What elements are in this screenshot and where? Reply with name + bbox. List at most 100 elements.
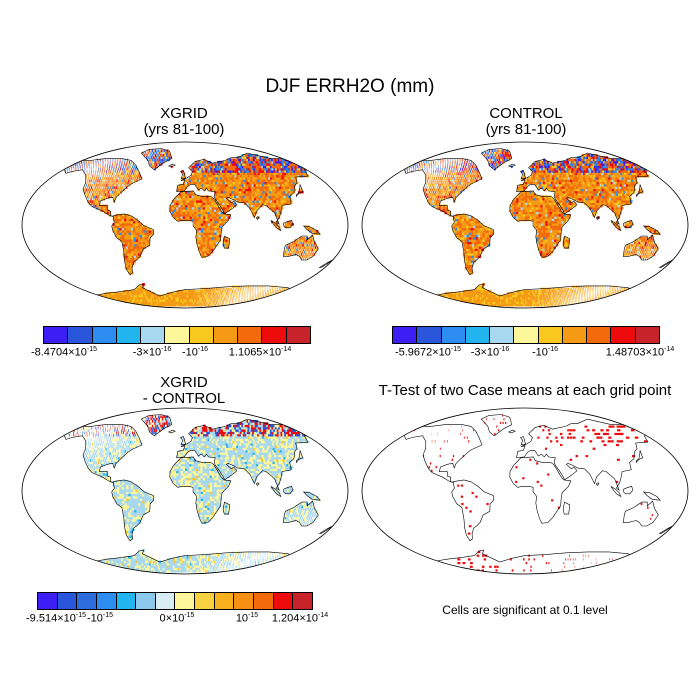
grid-cell <box>77 299 82 302</box>
grid-cell <box>291 190 296 194</box>
grid-cell <box>204 165 207 169</box>
grid-cell <box>241 190 245 194</box>
grid-cell <box>181 292 184 295</box>
grid-cell <box>134 177 137 180</box>
grid-cell <box>120 188 123 192</box>
grid-cell <box>278 195 283 199</box>
grid-cell <box>180 211 184 215</box>
grid-cell <box>206 202 210 206</box>
grid-cell <box>145 296 149 300</box>
grid-cell <box>308 246 310 249</box>
grid-cell <box>131 243 135 247</box>
grid-cell <box>103 204 106 208</box>
grid-cell <box>185 207 188 210</box>
grid-cell <box>467 255 471 259</box>
grid-cell <box>425 303 431 307</box>
grid-cell <box>461 227 465 231</box>
grid-cell <box>102 172 104 176</box>
grid-cell <box>593 285 594 289</box>
grid-cell <box>223 197 227 201</box>
grid-cell <box>120 160 122 164</box>
grid-cell <box>153 163 156 166</box>
grid-cell <box>226 181 230 185</box>
grid-cell <box>115 301 120 305</box>
grid-cell <box>531 294 534 298</box>
grid-cell <box>479 299 483 302</box>
grid-cell <box>144 227 147 231</box>
grid-cell <box>625 292 627 295</box>
grid-cell <box>511 301 514 305</box>
grid-cell <box>242 188 246 192</box>
grid-cell <box>432 296 438 300</box>
grid-cell <box>195 165 198 169</box>
grid-cell <box>97 190 99 194</box>
grid-cell <box>238 197 242 201</box>
grid-cell <box>307 257 309 261</box>
grid-cell <box>284 294 287 298</box>
grid-cell <box>561 290 564 293</box>
grid-cell <box>157 303 161 307</box>
grid-cell <box>448 303 453 307</box>
grid-cell <box>227 243 230 247</box>
grid-cell <box>183 299 186 302</box>
grid-cell <box>87 303 92 307</box>
grid-cell <box>89 163 91 166</box>
grid-cell <box>270 204 274 208</box>
grid-cell <box>212 179 216 182</box>
grid-cell <box>190 301 193 305</box>
grid-cell <box>196 174 199 178</box>
grid-cell <box>103 303 108 307</box>
grid-cell <box>255 167 259 171</box>
grid-cell <box>622 301 625 305</box>
grid-cell <box>278 294 280 298</box>
grid-cell <box>275 179 279 182</box>
grid-cell <box>276 181 281 185</box>
grid-cell <box>284 181 289 185</box>
grid-cell <box>290 292 292 295</box>
grid-cell <box>124 174 126 178</box>
grid-cell <box>276 299 279 302</box>
grid-cell <box>142 241 146 245</box>
grid-cell <box>552 232 555 235</box>
grid-cell <box>206 303 208 307</box>
grid-cell <box>432 299 437 302</box>
grid-cell <box>621 301 623 305</box>
grid-cell <box>309 227 312 231</box>
grid-cell <box>442 299 447 302</box>
grid-cell <box>266 294 267 298</box>
grid-cell <box>181 170 184 173</box>
grid-cell <box>134 257 138 261</box>
grid-cell <box>262 170 266 173</box>
grid-cell <box>108 195 110 199</box>
grid-cell <box>290 188 295 192</box>
grid-cell <box>536 290 539 293</box>
grid-cell <box>126 225 129 229</box>
grid-cell <box>248 177 253 180</box>
grid-cell <box>118 301 123 305</box>
grid-cell <box>479 230 483 233</box>
grid-cell <box>153 296 157 300</box>
grid-cell <box>288 301 291 305</box>
grid-cell <box>457 234 461 238</box>
grid-cell <box>139 296 143 300</box>
grid-cell <box>211 200 214 203</box>
grid-cell <box>133 239 137 242</box>
grid-cell <box>114 301 118 305</box>
grid-cell <box>505 294 509 298</box>
grid-cell <box>129 239 132 242</box>
grid-cell <box>136 290 140 293</box>
grid-cell <box>196 218 199 222</box>
grid-cell <box>496 294 499 298</box>
grid-cell <box>575 285 577 289</box>
grid-cell <box>257 216 260 219</box>
grid-cell <box>100 172 102 176</box>
grid-cell <box>135 232 139 235</box>
grid-cell <box>126 239 130 242</box>
grid-cell <box>268 177 272 180</box>
grid-cell <box>598 299 600 302</box>
grid-cell <box>122 241 126 245</box>
grid-cell <box>481 225 485 229</box>
grid-cell <box>549 296 552 300</box>
grid-cell <box>289 296 292 300</box>
grid-cell <box>196 225 199 229</box>
